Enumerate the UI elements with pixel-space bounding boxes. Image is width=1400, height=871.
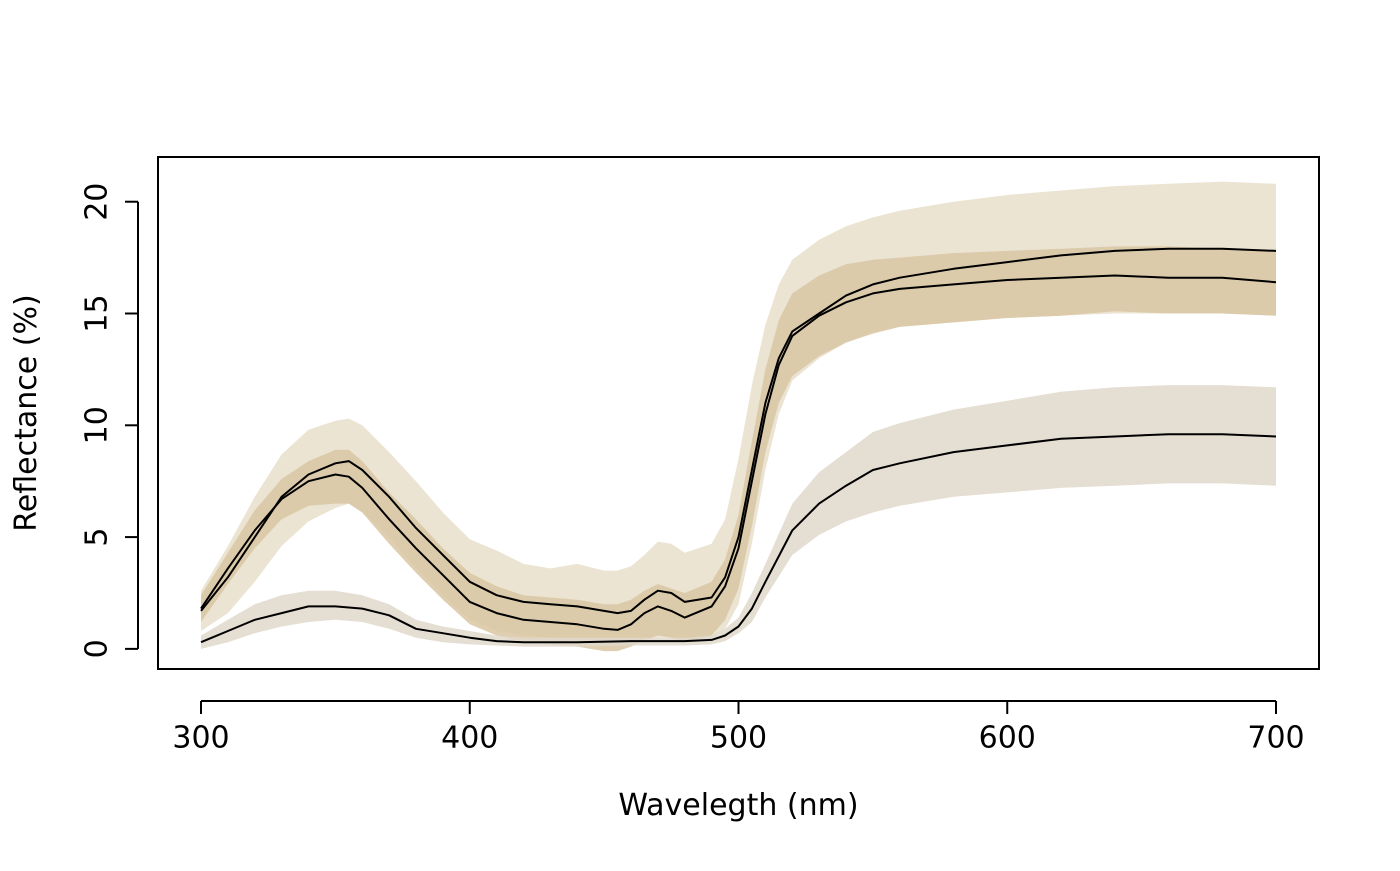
mean-line-2 <box>200 274 1277 631</box>
y-tick-label: 5 <box>80 528 115 547</box>
x-tick-label: 400 <box>441 721 498 756</box>
plot-frame <box>157 156 1320 670</box>
y-axis-title: Reflectance (%) <box>9 294 44 531</box>
y-tick-label: 0 <box>80 639 115 658</box>
y-axis: 0 5 10 15 20 <box>80 183 139 658</box>
x-axis: 300 400 500 600 700 <box>172 700 1305 756</box>
bands-layer <box>201 181 1276 652</box>
x-tick-label: 700 <box>1247 721 1304 756</box>
y-tick-label: 10 <box>80 406 115 444</box>
band-3 <box>201 385 1276 649</box>
x-tick-label: 300 <box>172 721 229 756</box>
band-2 <box>201 246 1276 652</box>
x-tick-label: 600 <box>979 721 1036 756</box>
mean-line-3 <box>200 433 1277 644</box>
x-axis-title: Wavelegth (nm) <box>618 788 858 823</box>
x-tick-label: 500 <box>710 721 767 756</box>
y-tick-label: 15 <box>80 294 115 332</box>
y-tick-label: 20 <box>80 183 115 221</box>
lines-layer <box>200 247 1277 644</box>
mean-line-1 <box>200 247 1277 615</box>
